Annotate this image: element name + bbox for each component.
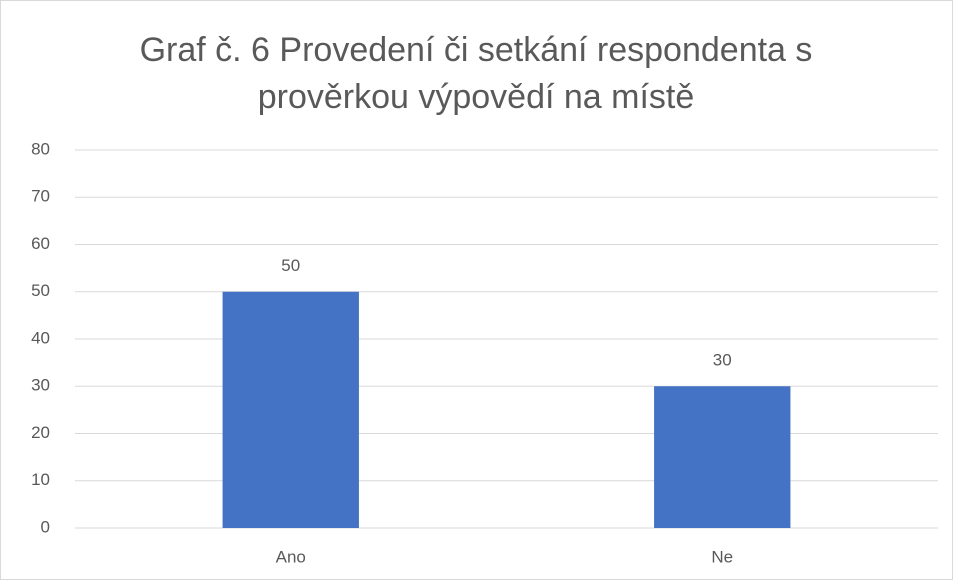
bar: [222, 291, 359, 528]
x-tick-label: Ne: [711, 547, 733, 566]
y-tick-label: 80: [31, 139, 50, 158]
y-tick-label: 40: [31, 328, 50, 347]
y-tick-label: 60: [31, 234, 50, 253]
y-tick-label: 20: [31, 423, 50, 442]
y-tick-label: 70: [31, 187, 50, 206]
data-label: 30: [713, 351, 732, 370]
y-tick-label: 0: [41, 517, 50, 536]
y-tick-label: 30: [31, 376, 50, 395]
y-tick-label: 10: [31, 470, 50, 489]
x-tick-label: Ano: [276, 547, 306, 566]
bar: [654, 386, 791, 528]
data-label: 50: [281, 256, 300, 275]
y-tick-label: 50: [31, 281, 50, 300]
chart-title: Graf č. 6 Provedení či setkání responden…: [139, 31, 813, 116]
